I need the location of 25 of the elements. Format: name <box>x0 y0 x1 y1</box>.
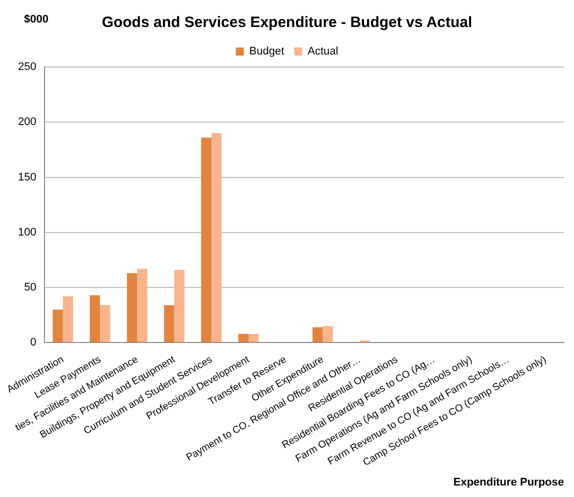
legend-label: Actual <box>308 46 338 58</box>
bar <box>100 305 110 342</box>
bar <box>137 268 148 342</box>
y-tick-label: 200 <box>18 116 36 128</box>
y-tick-label: 50 <box>24 282 36 294</box>
bar <box>238 334 248 342</box>
bar <box>248 334 259 342</box>
bar <box>211 133 222 342</box>
y-tick-label: 0 <box>30 336 36 349</box>
bar <box>90 295 100 342</box>
bar <box>62 296 74 342</box>
legend-label: Budget <box>249 46 284 58</box>
y-axis-title: $000 <box>24 14 48 26</box>
bar <box>201 138 212 342</box>
chart-title: Goods and Services Expenditure - Budget vs Actual <box>102 14 472 32</box>
bar <box>322 326 333 342</box>
y-tick-label: 100 <box>18 226 36 238</box>
y-tick-label: 250 <box>18 61 36 74</box>
bar <box>52 310 63 342</box>
x-axis-title: Expenditure Purpose <box>453 476 564 488</box>
y-tick-label: 150 <box>18 171 36 184</box>
bar <box>312 327 323 342</box>
bar <box>164 305 174 342</box>
bar <box>126 273 138 342</box>
bar <box>174 270 184 342</box>
